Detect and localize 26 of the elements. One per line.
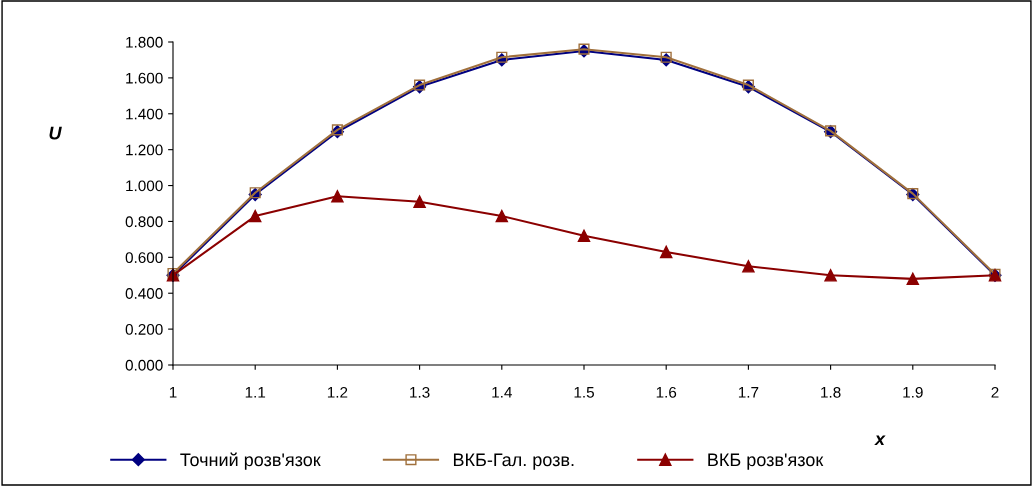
x-tick-label: 1.1 xyxy=(245,387,266,398)
legend-label: Точний розв'язок xyxy=(180,452,321,470)
legend-label: ВКБ-Гал. розв. xyxy=(453,453,574,470)
x-tick-label: 1.9 xyxy=(903,386,923,398)
x-tick-label: 1 xyxy=(169,387,177,398)
x-tick-label: 1.2 xyxy=(327,386,348,398)
y-tick-label: 0.800 xyxy=(125,216,163,228)
x-tick-label: 1.5 xyxy=(574,387,594,398)
x-tick-label: 1.3 xyxy=(410,386,430,398)
y-tick-label: 0.200 xyxy=(125,323,163,335)
y-tick-label: 0.600 xyxy=(125,252,163,264)
y-axis-title: U xyxy=(49,126,62,140)
y-tick-label: 1.800 xyxy=(126,36,163,48)
y-tick-label: 1.000 xyxy=(126,180,163,192)
y-tick-label: 1.400 xyxy=(126,108,163,120)
y-tick-label: 1.200 xyxy=(126,144,163,156)
x-tick-label: 1.6 xyxy=(656,386,677,398)
x-tick-label: 2 xyxy=(991,386,999,398)
y-tick-label: 0.000 xyxy=(125,359,163,371)
y-tick-label: 0.400 xyxy=(125,288,163,299)
x-tick-label: 1.7 xyxy=(738,387,759,398)
legend-label: ВКБ розв'язок xyxy=(708,453,824,470)
x-axis-title: x xyxy=(874,435,886,446)
x-tick-label: 1.4 xyxy=(492,387,512,398)
x-tick-label: 1.8 xyxy=(821,386,841,398)
y-tick-label: 1.600 xyxy=(126,72,163,84)
